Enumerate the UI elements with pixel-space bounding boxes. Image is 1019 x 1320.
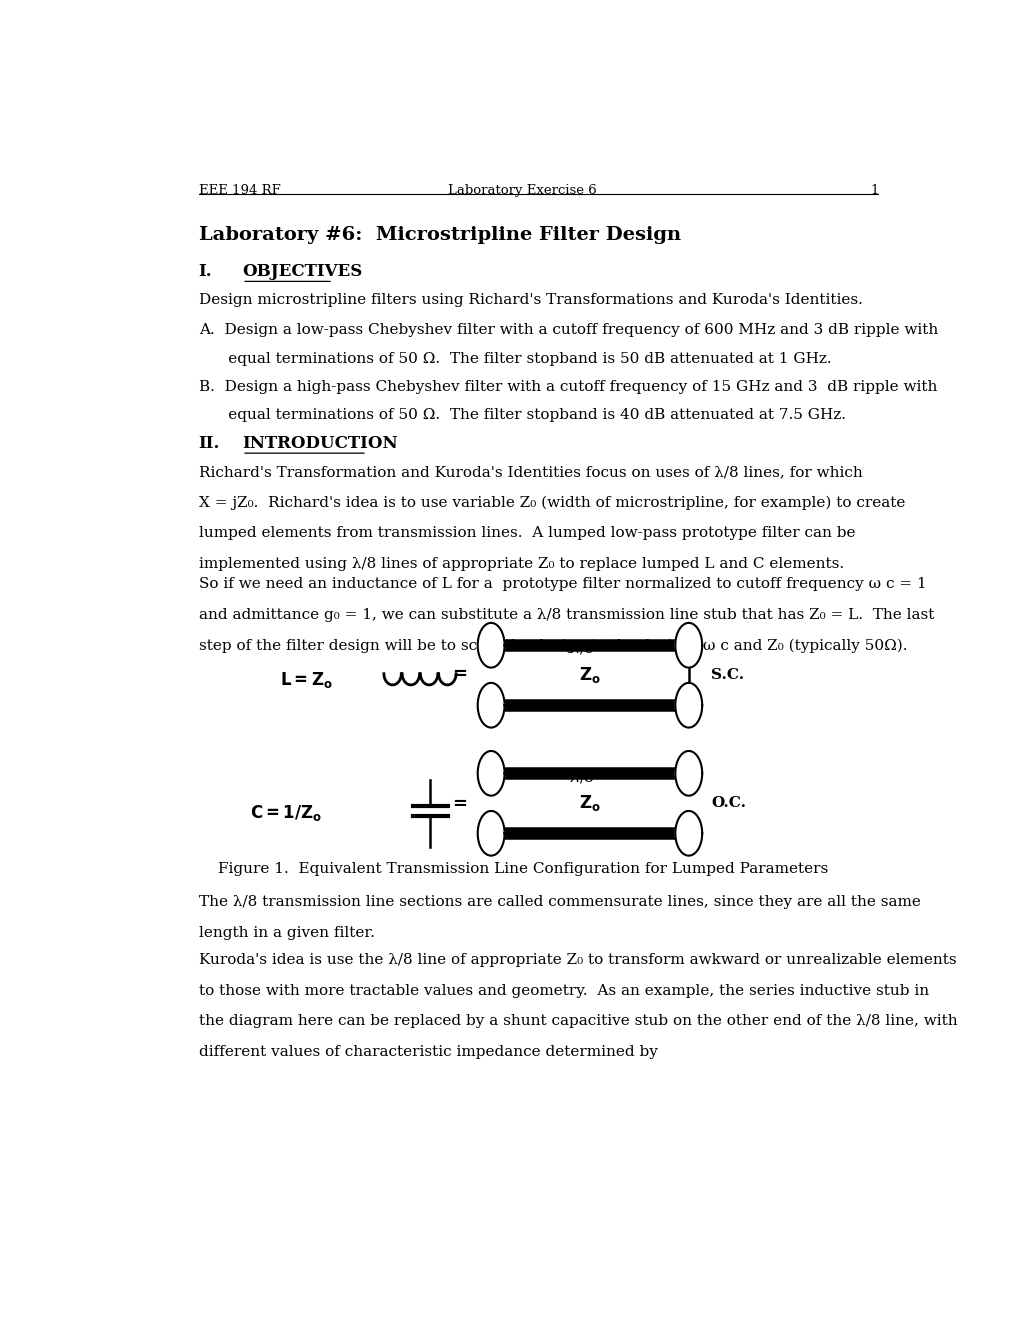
Text: A.  Design a low-pass Chebyshev filter with a cutoff frequency of 600 MHz and 3 : A. Design a low-pass Chebyshev filter wi… — [199, 323, 937, 337]
Polygon shape — [477, 682, 504, 727]
Text: =: = — [451, 664, 467, 682]
Text: B.  Design a high-pass Chebyshev filter with a cutoff frequency of 15 GHz and 3 : B. Design a high-pass Chebyshev filter w… — [199, 380, 936, 393]
Text: Laboratory #6:  Microstripline Filter Design: Laboratory #6: Microstripline Filter Des… — [199, 227, 680, 244]
Text: II.: II. — [199, 434, 220, 451]
Text: $\lambda$/8: $\lambda$/8 — [570, 768, 594, 785]
Text: to those with more tractable values and geometry.  As an example, the series ind: to those with more tractable values and … — [199, 983, 928, 998]
Text: length in a given filter.: length in a given filter. — [199, 925, 374, 940]
Text: implemented using λ/8 lines of appropriate Z₀ to replace lumped L and C elements: implemented using λ/8 lines of appropria… — [199, 557, 843, 570]
Polygon shape — [675, 751, 701, 796]
Polygon shape — [477, 623, 504, 668]
Text: $\mathbf{Z_o}$: $\mathbf{Z_o}$ — [579, 793, 600, 813]
Text: equal terminations of 50 Ω.  The filter stopband is 50 dB attenuated at 1 GHz.: equal terminations of 50 Ω. The filter s… — [199, 351, 830, 366]
Text: lumped elements from transmission lines.  A lumped low-pass prototype filter can: lumped elements from transmission lines.… — [199, 527, 854, 540]
Text: 1: 1 — [869, 183, 877, 197]
Text: the diagram here can be replaced by a shunt capacitive stub on the other end of : the diagram here can be replaced by a sh… — [199, 1014, 957, 1028]
Text: Kuroda's idea is use the λ/8 line of appropriate Z₀ to transform awkward or unre: Kuroda's idea is use the λ/8 line of app… — [199, 953, 956, 968]
Text: step of the filter design will be to scale the design to the desired ω c and Z₀ : step of the filter design will be to sca… — [199, 638, 906, 652]
Text: O.C.: O.C. — [710, 796, 745, 810]
Text: So if we need an inductance of L for a  prototype filter normalized to cutoff fr: So if we need an inductance of L for a p… — [199, 577, 925, 591]
Text: S.C.: S.C. — [710, 668, 743, 682]
Polygon shape — [675, 810, 701, 855]
Text: OBJECTIVES: OBJECTIVES — [242, 263, 362, 280]
Text: The λ/8 transmission line sections are called commensurate lines, since they are: The λ/8 transmission line sections are c… — [199, 895, 919, 909]
Text: EEE 194 RF: EEE 194 RF — [199, 183, 280, 197]
Text: X = jZ₀.  Richard's idea is to use variable Z₀ (width of microstripline, for exa: X = jZ₀. Richard's idea is to use variab… — [199, 496, 904, 511]
Text: $\mathbf{L = Z_o}$: $\mathbf{L = Z_o}$ — [280, 669, 332, 689]
Text: Design microstripline filters using Richard's Transformations and Kuroda's Ident: Design microstripline filters using Rich… — [199, 293, 862, 306]
Text: Laboratory Exercise 6: Laboratory Exercise 6 — [448, 183, 596, 197]
Polygon shape — [675, 682, 701, 727]
Text: $\lambda$/8: $\lambda$/8 — [570, 639, 594, 656]
Polygon shape — [477, 751, 504, 796]
Text: equal terminations of 50 Ω.  The filter stopband is 40 dB attenuated at 7.5 GHz.: equal terminations of 50 Ω. The filter s… — [199, 408, 845, 422]
Text: $\mathbf{C = 1/Z_o}$: $\mathbf{C = 1/Z_o}$ — [250, 803, 322, 822]
Text: Richard's Transformation and Kuroda's Identities focus on uses of λ/8 lines, for: Richard's Transformation and Kuroda's Id… — [199, 466, 861, 479]
Text: =: = — [451, 795, 467, 813]
Polygon shape — [477, 810, 504, 855]
Text: Figure 1.  Equivalent Transmission Line Configuration for Lumped Parameters: Figure 1. Equivalent Transmission Line C… — [217, 862, 827, 875]
Text: INTRODUCTION: INTRODUCTION — [242, 434, 397, 451]
Text: and admittance g₀ = 1, we can substitute a λ/8 transmission line stub that has Z: and admittance g₀ = 1, we can substitute… — [199, 607, 933, 622]
Polygon shape — [675, 623, 701, 668]
Text: $\mathbf{Z_o}$: $\mathbf{Z_o}$ — [579, 665, 600, 685]
Text: I.: I. — [199, 263, 212, 280]
Text: different values of characteristic impedance determined by: different values of characteristic imped… — [199, 1044, 657, 1059]
